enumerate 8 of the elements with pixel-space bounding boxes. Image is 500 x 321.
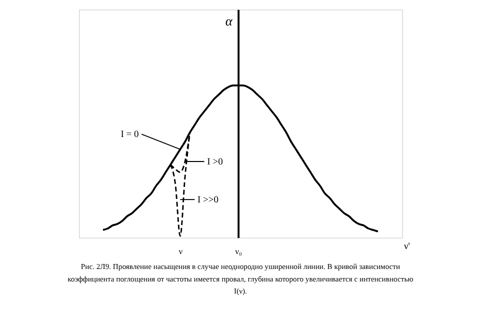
annotation: I >0 [207,157,224,168]
y-axis-title: α [225,14,234,29]
x-tick-label: ν₀ [235,246,242,256]
x-tick-label: ν [178,246,183,256]
text: Рис. 2Л9. Проявление насыщения в случае неоднородно уширенной линии. В кривой зависимости коэффициента поглощения от частоты имеется провал, глубина которого увеличивается с интенсивностью I(ν). [68,262,414,296]
annotation: I >>0 [198,195,219,206]
x-axis-title: ν' [404,242,410,252]
annotation: I = 0 [120,130,139,140]
